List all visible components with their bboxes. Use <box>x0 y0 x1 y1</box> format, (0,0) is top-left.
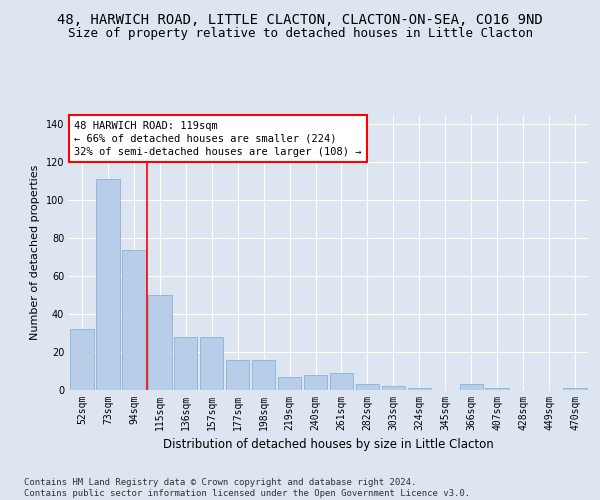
Text: Size of property relative to detached houses in Little Clacton: Size of property relative to detached ho… <box>67 28 533 40</box>
X-axis label: Distribution of detached houses by size in Little Clacton: Distribution of detached houses by size … <box>163 438 494 452</box>
Bar <box>356 384 379 390</box>
Bar <box>485 388 509 390</box>
Bar <box>382 386 405 390</box>
Y-axis label: Number of detached properties: Number of detached properties <box>30 165 40 340</box>
Bar <box>407 388 431 390</box>
Bar <box>278 376 301 390</box>
Bar <box>70 330 94 390</box>
Bar <box>174 337 197 390</box>
Text: Contains HM Land Registry data © Crown copyright and database right 2024.
Contai: Contains HM Land Registry data © Crown c… <box>24 478 470 498</box>
Text: 48 HARWICH ROAD: 119sqm
← 66% of detached houses are smaller (224)
32% of semi-d: 48 HARWICH ROAD: 119sqm ← 66% of detache… <box>74 120 362 157</box>
Bar <box>304 375 327 390</box>
Bar <box>148 295 172 390</box>
Bar <box>563 388 587 390</box>
Bar <box>252 360 275 390</box>
Bar <box>96 180 119 390</box>
Bar <box>226 360 250 390</box>
Bar <box>460 384 483 390</box>
Bar <box>200 337 223 390</box>
Bar <box>330 373 353 390</box>
Text: 48, HARWICH ROAD, LITTLE CLACTON, CLACTON-ON-SEA, CO16 9ND: 48, HARWICH ROAD, LITTLE CLACTON, CLACTO… <box>57 12 543 26</box>
Bar <box>122 250 146 390</box>
